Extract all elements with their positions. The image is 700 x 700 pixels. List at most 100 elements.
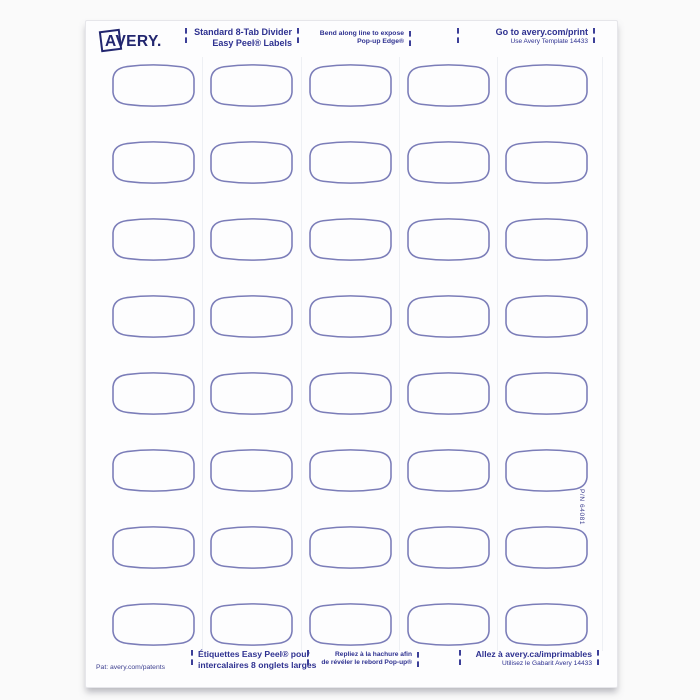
column-guide-line [301,57,302,651]
divider-tab-label [111,140,196,185]
label-sheet: AVERY. Standard 8-Tab Divider Easy Peel®… [85,20,618,688]
label-outline-shape [112,141,195,184]
part-number-text: P/N 64081 [578,489,585,526]
label-outline-shape [308,64,392,107]
divider-tab-label [209,371,294,416]
divider-tab-label [504,294,589,339]
column-guide-line [497,57,498,651]
divider-tab-label [111,371,196,416]
divider-tab-label [308,602,393,647]
dashed-separator-icon [417,652,419,667]
divider-tab-label [111,63,196,108]
divider-tab-label [504,602,589,647]
divider-tab-label [308,217,393,262]
label-outline-shape [210,603,294,646]
divider-tab-label [209,217,294,262]
divider-tab-label [406,63,491,108]
footer-block-product-fr: Étiquettes Easy Peel® pour intercalaires… [186,649,317,670]
divider-tab-label [209,63,294,108]
label-outline-shape [505,295,588,338]
dashed-separator-icon [297,28,299,43]
divider-tab-label [111,448,196,493]
label-outline-shape [406,449,490,492]
label-outline-shape [210,64,294,107]
footer-url-fr-text: Allez à avery.ca/imprimables [475,649,592,659]
footer-instruction-fr-line2: de révéler le rebord Pop-up® [321,659,412,667]
label-outline-shape [505,603,588,646]
divider-tab-label [406,140,491,185]
divider-tab-label [209,525,294,570]
label-outline-shape [210,372,294,415]
label-outline-shape [505,64,588,107]
dashed-separator-icon [459,650,461,665]
header-block-product: Standard 8-Tab Divider Easy Peel® Labels [180,27,304,50]
divider-tab-label [504,371,589,416]
avery-logo: AVERY. [98,28,179,56]
divider-tab-label [308,294,393,339]
bend-instruction-line1: Bend along line to expose [319,30,404,37]
divider-tab-label [406,294,491,339]
label-outline-shape [112,372,195,415]
divider-tab-label [111,602,196,647]
divider-tab-label [406,217,491,262]
label-outline-shape [505,218,588,261]
divider-tab-label [209,140,294,185]
divider-tab-label [504,217,589,262]
label-grid [111,63,589,647]
dashed-separator-icon [191,650,193,665]
divider-tab-label [504,63,589,108]
label-outline-shape [308,295,392,338]
label-outline-shape [406,526,490,569]
bend-instruction-line2: Pop-up Edge® [357,38,404,46]
right-margin-guide-line [602,57,603,651]
divider-tab-label [308,140,393,185]
dashed-separator-icon [593,28,595,43]
divider-tab-label [111,294,196,339]
divider-tab-label [209,602,294,647]
label-outline-shape [406,141,490,184]
label-outline-shape [112,218,195,261]
footer-block-web-fr: Allez à avery.ca/imprimables Utilisez le… [454,649,604,668]
label-outline-shape [406,218,490,261]
label-outline-shape [308,141,392,184]
label-outline-shape [308,603,392,646]
dashed-separator-icon [185,28,187,43]
divider-tab-label [308,448,393,493]
dashed-separator-icon [307,650,309,665]
label-outline-shape [308,218,392,261]
divider-tab-label [209,294,294,339]
divider-tab-label [308,371,393,416]
label-outline-shape [505,141,588,184]
header-block-web: Go to avery.com/print Use Avery Template… [452,27,600,46]
dashed-separator-icon [597,650,599,665]
divider-tab-label [504,525,589,570]
divider-tab-label [209,448,294,493]
label-outline-shape [112,526,195,569]
label-outline-shape [112,449,195,492]
footer-template-fr-text: Utilisez le Gabarit Avery 14433 [501,659,592,667]
label-outline-shape [505,372,588,415]
footer-product-fr-line1: Étiquettes Easy Peel® pour [198,649,310,659]
label-outline-shape [308,526,392,569]
label-outline-shape [112,64,195,107]
divider-tab-label [308,63,393,108]
label-outline-shape [112,295,195,338]
column-guide-line [202,57,203,651]
dashed-separator-icon [409,31,411,46]
footer-product-fr-line2: intercalaires 8 onglets larges [198,659,317,670]
avery-logo-text: AVERY. [105,33,162,50]
label-outline-shape [210,526,294,569]
label-outline-shape [308,372,392,415]
divider-tab-label [504,140,589,185]
header-block-instruction: Bend along line to expose Pop-up Edge® [308,30,416,47]
dashed-separator-icon [457,28,459,43]
label-outline-shape [210,449,294,492]
label-outline-shape [505,526,588,569]
footer-block-instruction-fr: Repliez à la hachure afin de révéler le … [310,651,424,667]
divider-tab-label [406,525,491,570]
divider-tab-label [111,217,196,262]
column-guide-line [399,57,400,651]
label-outline-shape [406,295,490,338]
divider-tab-label [406,602,491,647]
divider-tab-label [504,448,589,493]
